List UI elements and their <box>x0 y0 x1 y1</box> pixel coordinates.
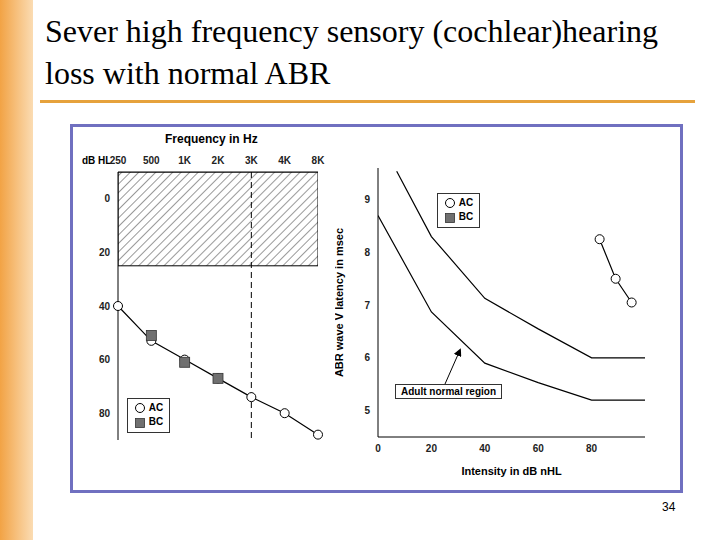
html-text:AC: AC <box>148 402 164 414</box>
html-text:Adult normal region: Adult normal region <box>401 386 496 397</box>
html-text:BC: BC <box>458 211 474 223</box>
svg-text:60: 60 <box>533 443 545 454</box>
svg-text:20: 20 <box>426 443 438 454</box>
svg-text:60: 60 <box>99 354 111 365</box>
html-text:AC: AC <box>458 197 474 209</box>
svg-text:9: 9 <box>364 194 370 205</box>
svg-text:80: 80 <box>586 443 598 454</box>
svg-text:Intensity in dB nHL: Intensity in dB nHL <box>461 465 562 477</box>
svg-text:20: 20 <box>99 247 111 258</box>
svg-text:250: 250 <box>110 155 127 166</box>
svg-text:2K: 2K <box>212 155 226 166</box>
svg-text:1K: 1K <box>178 155 192 166</box>
svg-text:3K: 3K <box>245 155 259 166</box>
html-text:34: 34 <box>662 500 676 514</box>
svg-text:80: 80 <box>99 408 111 419</box>
svg-text:8: 8 <box>364 247 370 258</box>
html-text:BC: BC <box>148 416 164 428</box>
svg-text:8K: 8K <box>312 155 326 166</box>
html-text:Frequency in Hz: Frequency in Hz <box>165 132 258 146</box>
html-text:Sever high frequency sensory (: Sever high frequency sensory (cochlear)h… <box>45 13 659 91</box>
svg-text:40: 40 <box>99 301 111 312</box>
svg-text:0: 0 <box>104 193 110 204</box>
svg-text:5: 5 <box>364 405 370 416</box>
svg-text:4K: 4K <box>278 155 292 166</box>
svg-text:40: 40 <box>479 443 491 454</box>
svg-text:500: 500 <box>143 155 160 166</box>
svg-text:ABR wave V latency in msec: ABR wave V latency in msec <box>335 228 345 377</box>
svg-text:6: 6 <box>364 352 370 363</box>
svg-text:7: 7 <box>364 300 370 311</box>
svg-text:0: 0 <box>375 443 381 454</box>
html-text:dB HL: dB HL <box>82 155 112 166</box>
